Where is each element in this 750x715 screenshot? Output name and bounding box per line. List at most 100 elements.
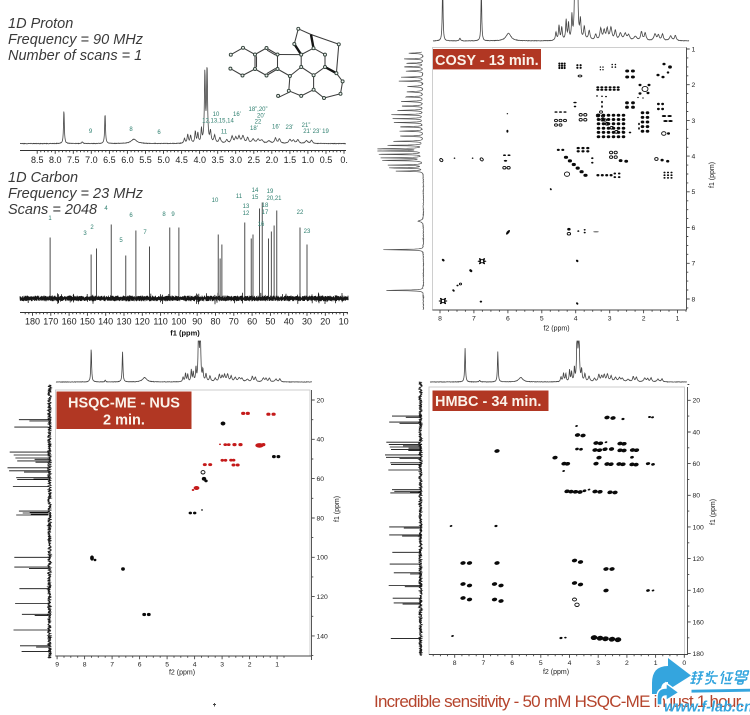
- svg-text:1.5: 1.5: [284, 155, 297, 163]
- svg-text:21’ 23’ 19: 21’ 23’ 19: [303, 129, 329, 135]
- svg-text:19: 19: [267, 189, 274, 195]
- svg-text:9: 9: [171, 212, 175, 218]
- svg-text:12: 12: [243, 211, 250, 217]
- svg-text:9: 9: [55, 662, 59, 669]
- svg-text:3.0: 3.0: [230, 155, 243, 163]
- svg-text:0.5: 0.5: [320, 155, 333, 163]
- svg-text:8: 8: [438, 316, 442, 323]
- svg-text:f1 (ppm): f1 (ppm): [710, 499, 717, 525]
- svg-text:6: 6: [138, 662, 142, 669]
- svg-text:f2 (ppm): f2 (ppm): [169, 670, 195, 677]
- svg-text:8: 8: [162, 212, 166, 218]
- svg-text:10: 10: [339, 317, 349, 327]
- svg-text:8.0: 8.0: [49, 155, 62, 163]
- svg-text:2: 2: [642, 316, 646, 323]
- svg-text:180: 180: [693, 651, 705, 658]
- svg-text:7: 7: [110, 662, 114, 669]
- svg-text:10: 10: [213, 112, 220, 118]
- svg-text:80: 80: [693, 493, 701, 500]
- svg-text:1: 1: [654, 660, 658, 667]
- svg-text:6.0: 6.0: [121, 155, 134, 163]
- svg-text:60: 60: [317, 476, 325, 483]
- svg-text:15: 15: [252, 195, 259, 201]
- svg-text:4.5: 4.5: [175, 155, 188, 163]
- svg-text:4: 4: [193, 662, 197, 669]
- svg-text:5: 5: [119, 238, 123, 244]
- svg-text:5.5: 5.5: [139, 155, 152, 163]
- svg-text:21”: 21”: [302, 123, 311, 129]
- svg-text:3: 3: [596, 660, 600, 667]
- svg-text:HSQC-ME - NUS: HSQC-ME - NUS: [68, 396, 180, 412]
- svg-text:140: 140: [98, 317, 113, 327]
- svg-text:23: 23: [304, 229, 311, 235]
- svg-text:5.0: 5.0: [157, 155, 170, 163]
- svg-text:40: 40: [284, 317, 294, 327]
- svg-text:1.0: 1.0: [302, 155, 315, 163]
- svg-text:20’: 20’: [257, 114, 265, 120]
- svg-text:4: 4: [104, 206, 108, 212]
- svg-text:17: 17: [262, 210, 269, 216]
- svg-text:100: 100: [693, 524, 705, 531]
- svg-text:50: 50: [265, 317, 275, 327]
- svg-text:13: 13: [243, 204, 250, 210]
- svg-text:60: 60: [247, 317, 257, 327]
- svg-text:3: 3: [220, 662, 224, 669]
- svg-text:f2 (ppm): f2 (ppm): [543, 326, 569, 333]
- svg-text:4: 4: [692, 154, 696, 161]
- svg-text:110: 110: [153, 317, 167, 327]
- svg-text:20: 20: [693, 398, 701, 405]
- svg-text:2 min.: 2 min.: [103, 413, 145, 429]
- svg-text:8: 8: [453, 660, 457, 667]
- svg-text:16: 16: [258, 222, 265, 228]
- svg-text:5: 5: [692, 189, 696, 196]
- svg-text:6: 6: [692, 225, 696, 232]
- svg-text:80: 80: [317, 515, 325, 522]
- svg-text:90: 90: [192, 317, 202, 327]
- svg-text:120: 120: [693, 556, 705, 563]
- svg-text:5: 5: [540, 316, 544, 323]
- svg-text:14: 14: [252, 188, 259, 194]
- svg-text:2.5: 2.5: [248, 155, 261, 163]
- svg-text:2.0: 2.0: [266, 155, 279, 163]
- svg-text:100: 100: [171, 317, 186, 327]
- svg-text:6.5: 6.5: [103, 155, 116, 163]
- svg-text:HMBC - 34 min.: HMBC - 34 min.: [435, 394, 541, 410]
- svg-text:f2 (ppm): f2 (ppm): [543, 669, 569, 676]
- svg-text:18’: 18’: [250, 126, 258, 132]
- svg-text:9: 9: [89, 129, 93, 135]
- svg-text:18: 18: [262, 203, 269, 209]
- svg-text:16’: 16’: [272, 125, 280, 131]
- svg-text:f1 (ppm): f1 (ppm): [170, 329, 200, 338]
- svg-text:8.5: 8.5: [31, 155, 44, 163]
- svg-text:20: 20: [320, 317, 330, 327]
- svg-text:160: 160: [693, 619, 705, 626]
- svg-text:2: 2: [625, 660, 629, 667]
- svg-text:4: 4: [574, 316, 578, 323]
- svg-text:130: 130: [116, 317, 131, 327]
- svg-text:1: 1: [692, 46, 696, 53]
- svg-text:22: 22: [255, 120, 262, 126]
- svg-text:0.: 0.: [340, 155, 348, 163]
- svg-text:3: 3: [83, 231, 87, 237]
- svg-text:7: 7: [143, 230, 147, 236]
- svg-text:80: 80: [210, 317, 220, 327]
- svg-text:23’: 23’: [285, 125, 293, 131]
- svg-text:11: 11: [221, 130, 228, 136]
- svg-text:40: 40: [317, 437, 325, 444]
- svg-text:60: 60: [693, 461, 701, 468]
- svg-text:12,13,15,14: 12,13,15,14: [202, 119, 234, 125]
- svg-text:7: 7: [692, 261, 696, 268]
- svg-text:11: 11: [236, 194, 243, 200]
- svg-text:1: 1: [48, 216, 52, 222]
- svg-text:6: 6: [510, 660, 514, 667]
- svg-text:120: 120: [317, 594, 329, 601]
- svg-text:170: 170: [43, 317, 58, 327]
- svg-text:7.5: 7.5: [67, 155, 80, 163]
- svg-text:7: 7: [482, 660, 486, 667]
- svg-text:5: 5: [539, 660, 543, 667]
- svg-text:6: 6: [129, 213, 133, 219]
- svg-text:8: 8: [129, 127, 133, 133]
- svg-text:180: 180: [25, 317, 40, 327]
- svg-text:5: 5: [165, 662, 169, 669]
- svg-text:1: 1: [275, 662, 279, 669]
